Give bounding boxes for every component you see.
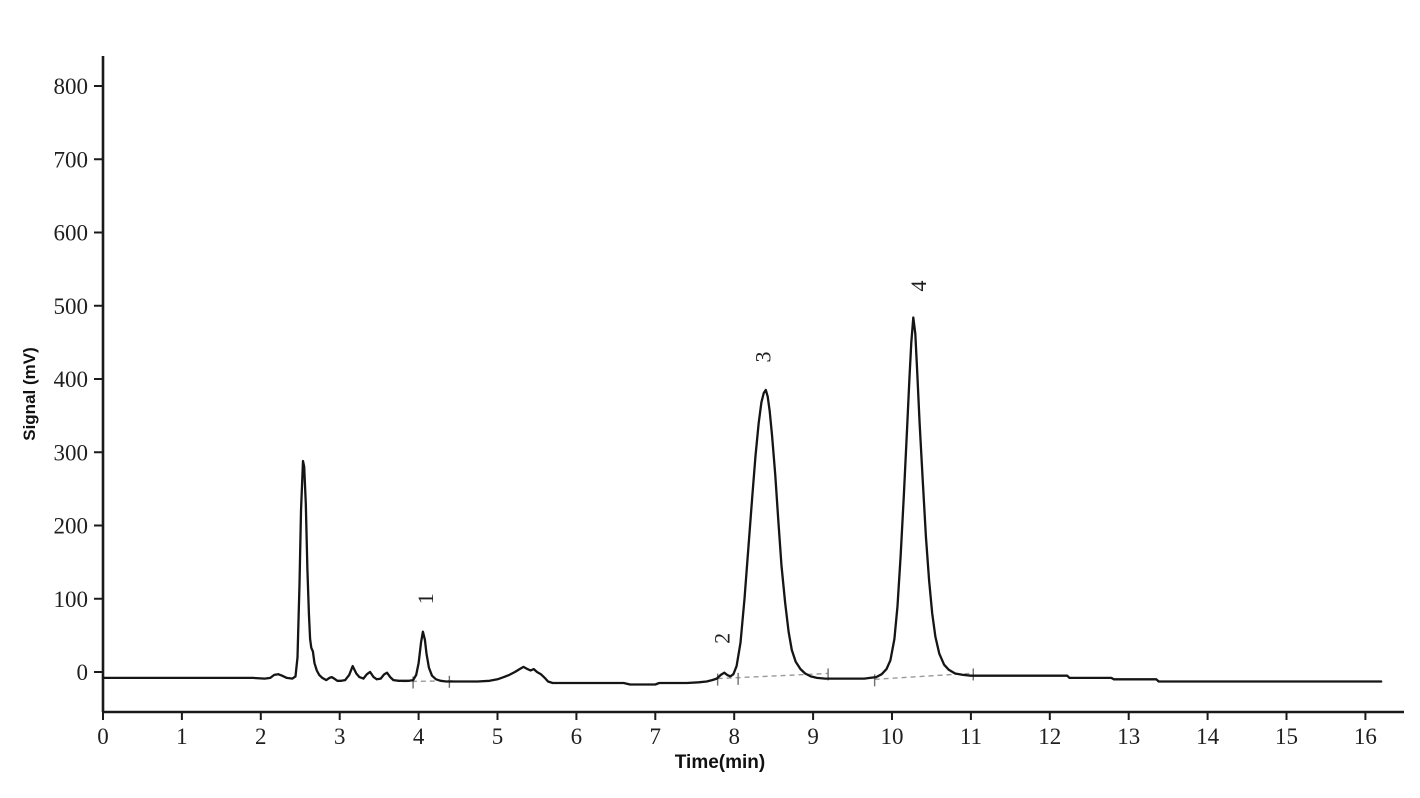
x-tick-label: 7 bbox=[650, 724, 662, 749]
x-tick-label: 16 bbox=[1354, 724, 1377, 749]
integration-baseline bbox=[717, 672, 829, 680]
x-tick-label: 12 bbox=[1038, 724, 1061, 749]
x-tick-label: 6 bbox=[571, 724, 583, 749]
signal-trace bbox=[101, 316, 1383, 686]
y-tick-label: 400 bbox=[54, 367, 89, 392]
y-tick-label: 700 bbox=[54, 147, 89, 172]
y-tick-label: 500 bbox=[54, 294, 89, 319]
x-tick-label: 9 bbox=[807, 724, 819, 749]
peak-label-3: 3 bbox=[750, 352, 775, 363]
x-axis-title: Time(min) bbox=[674, 752, 766, 773]
x-tick-label: 13 bbox=[1117, 724, 1140, 749]
y-tick-label: 600 bbox=[54, 221, 89, 246]
x-tick-label: 2 bbox=[255, 724, 267, 749]
y-tick-label: 200 bbox=[54, 514, 89, 539]
x-tick-label: 10 bbox=[881, 724, 904, 749]
x-tick-label: 1 bbox=[176, 724, 188, 749]
integration-baseline bbox=[874, 672, 970, 681]
y-tick-label: 0 bbox=[77, 660, 89, 685]
y-tick-label: 800 bbox=[54, 74, 89, 99]
x-tick-label: 3 bbox=[334, 724, 346, 749]
y-tick-label: 100 bbox=[54, 587, 89, 612]
x-tick-label: 0 bbox=[97, 724, 109, 749]
x-tick-label: 4 bbox=[413, 724, 425, 749]
x-tick-label: 8 bbox=[728, 724, 740, 749]
peak-label-2: 2 bbox=[709, 633, 734, 644]
x-tick-label: 5 bbox=[492, 724, 504, 749]
x-tick-label: 15 bbox=[1275, 724, 1298, 749]
peak-label-1: 1 bbox=[413, 593, 438, 604]
x-tick-label: 11 bbox=[960, 724, 982, 749]
y-axis-title: Signal (mV) bbox=[20, 347, 39, 441]
y-tick-label: 300 bbox=[54, 440, 89, 465]
peak-label-4: 4 bbox=[906, 280, 931, 291]
x-tick-label: 14 bbox=[1196, 724, 1220, 749]
